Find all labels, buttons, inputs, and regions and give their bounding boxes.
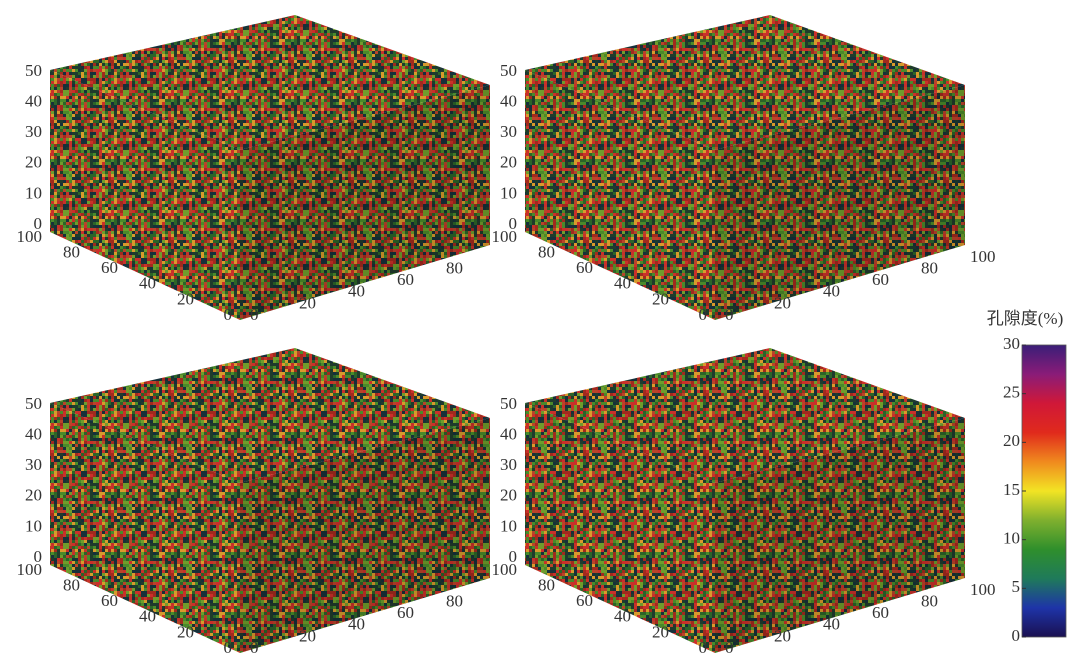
- y-tick-label: 100: [492, 227, 518, 246]
- z-tick-label: 10: [500, 516, 517, 535]
- z-tick-label: 50: [25, 394, 42, 413]
- z-tick-label: 40: [25, 425, 42, 444]
- x-tick-label: 0: [725, 305, 734, 324]
- y-tick-label: 60: [576, 258, 593, 277]
- y-tick-label: 0: [224, 305, 233, 324]
- y-tick-label: 20: [652, 622, 669, 641]
- y-tick-label: 100: [17, 227, 43, 246]
- y-tick-label: 0: [224, 638, 233, 655]
- y-tick-label: 60: [101, 258, 118, 277]
- x-tick-label: 20: [299, 293, 316, 312]
- colorbar-tick-label: 0: [1012, 626, 1021, 645]
- x-tick-label: 40: [823, 615, 840, 634]
- colorbar-tick-label: 30: [1003, 334, 1020, 353]
- x-tick-label: 60: [872, 603, 889, 622]
- x-tick-label: 100: [970, 247, 996, 266]
- x-tick-label: 60: [397, 270, 414, 289]
- x-tick-label: 20: [299, 626, 316, 645]
- y-tick-label: 40: [614, 274, 631, 293]
- colorbar-title: 孔隙度(%): [987, 309, 1063, 328]
- y-tick-label: 80: [63, 243, 80, 262]
- y-tick-label: 100: [492, 560, 518, 579]
- x-tick-label: 0: [250, 305, 259, 324]
- x-tick-label: 40: [348, 282, 365, 301]
- x-tick-label: 20: [774, 626, 791, 645]
- z-tick-label: 10: [500, 183, 517, 202]
- z-tick-label: 40: [500, 92, 517, 111]
- x-tick-label: 0: [725, 638, 734, 655]
- z-tick-label: 30: [500, 455, 517, 474]
- y-tick-label: 40: [139, 274, 156, 293]
- colorbar-tick-label: 20: [1003, 431, 1020, 450]
- colorbar: [1022, 345, 1066, 637]
- y-tick-label: 100: [17, 560, 43, 579]
- y-tick-label: 60: [576, 591, 593, 610]
- z-tick-label: 50: [500, 61, 517, 80]
- colorbar-tick-label: 5: [1012, 577, 1021, 596]
- colorbar-tick-label: 15: [1003, 480, 1020, 499]
- x-tick-label: 40: [823, 282, 840, 301]
- x-tick-label: 60: [397, 603, 414, 622]
- figure: 孔隙度(%) 010203040500204060801000204060800…: [0, 0, 1078, 655]
- z-tick-label: 30: [500, 122, 517, 141]
- z-tick-label: 30: [25, 122, 42, 141]
- z-tick-label: 50: [500, 394, 517, 413]
- z-tick-label: 10: [25, 516, 42, 535]
- colorbar-tick-label: 25: [1003, 383, 1020, 402]
- y-tick-label: 0: [699, 305, 708, 324]
- y-tick-label: 0: [699, 638, 708, 655]
- y-tick-label: 20: [177, 289, 194, 308]
- y-tick-label: 20: [652, 289, 669, 308]
- y-tick-label: 80: [538, 243, 555, 262]
- y-tick-label: 40: [139, 607, 156, 626]
- colorbar-tick-label: 10: [1003, 529, 1020, 548]
- z-tick-label: 50: [25, 61, 42, 80]
- x-tick-label: 40: [348, 615, 365, 634]
- x-tick-label: 20: [774, 293, 791, 312]
- z-tick-label: 40: [25, 92, 42, 111]
- x-tick-label: 100: [970, 580, 996, 599]
- y-tick-label: 80: [538, 576, 555, 595]
- z-tick-label: 20: [500, 486, 517, 505]
- y-tick-label: 60: [101, 591, 118, 610]
- z-tick-label: 20: [500, 153, 517, 172]
- z-tick-label: 10: [25, 183, 42, 202]
- x-tick-label: 60: [872, 270, 889, 289]
- z-tick-label: 30: [25, 455, 42, 474]
- x-tick-label: 80: [921, 259, 938, 278]
- y-tick-label: 80: [63, 576, 80, 595]
- x-tick-label: 80: [446, 259, 463, 278]
- x-tick-label: 80: [446, 592, 463, 611]
- x-tick-label: 80: [921, 592, 938, 611]
- x-tick-label: 0: [250, 638, 259, 655]
- z-tick-label: 20: [25, 486, 42, 505]
- z-tick-label: 20: [25, 153, 42, 172]
- y-tick-label: 20: [177, 622, 194, 641]
- y-tick-label: 40: [614, 607, 631, 626]
- z-tick-label: 40: [500, 425, 517, 444]
